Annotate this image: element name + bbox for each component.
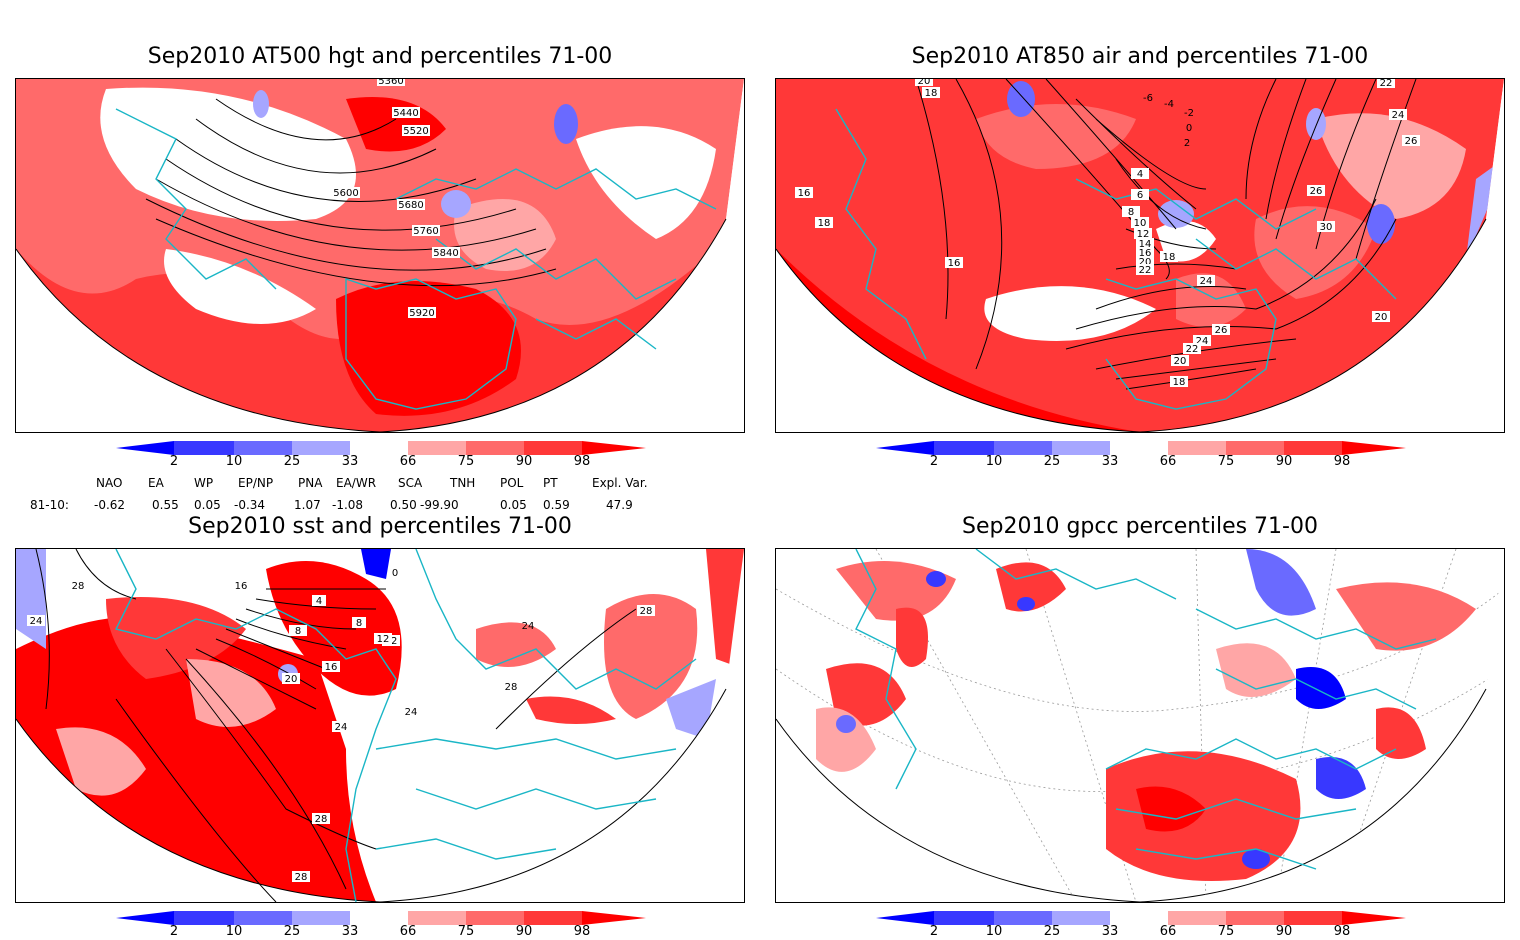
index-row-label: 81-10: <box>30 498 69 512</box>
svg-text:5680: 5680 <box>398 200 423 211</box>
svg-text:18: 18 <box>1173 377 1186 388</box>
index-value: 1.07 <box>294 498 321 512</box>
index-value: -0.34 <box>234 498 266 512</box>
svg-text:12: 12 <box>377 634 390 645</box>
svg-text:6: 6 <box>1137 190 1143 201</box>
svg-text:4: 4 <box>1137 169 1143 180</box>
index-header: POL <box>500 476 524 490</box>
index-value: 0.55 <box>152 498 179 512</box>
svg-text:20: 20 <box>1375 312 1388 323</box>
index-value: 0.05 <box>194 498 221 512</box>
svg-text:5600: 5600 <box>333 188 358 199</box>
svg-text:28: 28 <box>640 606 653 617</box>
svg-text:16: 16 <box>948 258 961 269</box>
panel-title-air: Sep2010 AT850 air and percentiles 71-00 <box>911 44 1369 69</box>
svg-text:18: 18 <box>925 88 938 99</box>
svg-text:-2: -2 <box>1184 108 1194 119</box>
svg-text:24: 24 <box>405 707 418 718</box>
svg-text:22: 22 <box>1139 265 1152 276</box>
svg-text:22: 22 <box>1186 344 1199 355</box>
svg-text:5360: 5360 <box>378 79 403 87</box>
svg-text:12: 12 <box>1137 229 1150 240</box>
index-value: 0.50 <box>390 498 417 512</box>
svg-text:24: 24 <box>335 722 348 733</box>
index-header: TNH <box>450 476 476 490</box>
colorbar-bottom-right: 2 10 25 33 66 75 90 98 <box>876 910 1406 940</box>
svg-text:18: 18 <box>1163 252 1176 263</box>
svg-text:24: 24 <box>1392 110 1405 121</box>
panel-title-hgt: Sep2010 AT500 hgt and percentiles 71-00 <box>147 44 613 69</box>
svg-text:5920: 5920 <box>409 308 434 319</box>
map-air: 20 18 -6 -4 -2 0 2 4 6 8 10 12 14 16 18 … <box>775 78 1505 433</box>
svg-text:16: 16 <box>325 662 338 673</box>
map-sst: 28 24 16 12 8 4 0 8 12 16 20 24 28 28 24… <box>15 548 745 903</box>
svg-text:5440: 5440 <box>393 108 418 119</box>
svg-text:4: 4 <box>316 596 322 607</box>
svg-text:24: 24 <box>522 621 535 632</box>
index-value: -1.08 <box>332 498 364 512</box>
svg-text:24: 24 <box>30 616 43 627</box>
svg-text:16: 16 <box>798 188 811 199</box>
svg-text:5520: 5520 <box>403 126 428 137</box>
panel-title-sst: Sep2010 sst and percentiles 71-00 <box>188 514 572 539</box>
svg-text:28: 28 <box>72 581 85 592</box>
index-value: -99.90 <box>420 498 459 512</box>
svg-text:28: 28 <box>505 682 518 693</box>
svg-text:-6: -6 <box>1143 93 1153 104</box>
svg-text:30: 30 <box>1320 222 1333 233</box>
svg-text:20: 20 <box>1174 356 1187 367</box>
index-value: 0.59 <box>543 498 570 512</box>
svg-text:14: 14 <box>1139 239 1152 250</box>
index-value: 47.9 <box>606 498 633 512</box>
index-header: PNA <box>298 476 323 490</box>
svg-text:-4: -4 <box>1164 99 1174 110</box>
svg-text:10: 10 <box>1134 218 1147 229</box>
index-header: NAO <box>96 476 123 490</box>
index-header: PT <box>543 476 558 490</box>
svg-text:20: 20 <box>918 79 931 87</box>
svg-text:22: 22 <box>1380 79 1393 89</box>
index-header: EP/NP <box>238 476 274 490</box>
svg-text:18: 18 <box>818 218 831 229</box>
index-value: 0.05 <box>500 498 527 512</box>
index-header: Expl. Var. <box>592 476 648 490</box>
svg-text:2: 2 <box>1184 138 1190 149</box>
index-header: SCA <box>398 476 423 490</box>
svg-text:26: 26 <box>1310 186 1323 197</box>
index-header: EA/WR <box>336 476 377 490</box>
colorbar-top-left: 2 10 25 33 66 75 90 98 <box>116 440 646 472</box>
map-gpcc <box>775 548 1505 903</box>
svg-text:5760: 5760 <box>413 226 438 237</box>
svg-text:0: 0 <box>392 568 398 579</box>
svg-text:26: 26 <box>1405 136 1418 147</box>
svg-text:16: 16 <box>1139 248 1152 259</box>
svg-text:26: 26 <box>1215 325 1228 336</box>
svg-text:16: 16 <box>235 581 248 592</box>
index-header: EA <box>148 476 164 490</box>
svg-text:0: 0 <box>1186 123 1192 134</box>
svg-text:8: 8 <box>1128 207 1134 218</box>
svg-text:24: 24 <box>1200 276 1213 287</box>
panel-title-gpcc: Sep2010 gpcc percentiles 71-00 <box>962 514 1318 539</box>
map-hgt: 5360 5440 5520 5600 5680 5760 5840 5920 <box>15 78 745 433</box>
svg-text:20: 20 <box>1139 257 1152 268</box>
svg-text:5840: 5840 <box>433 248 458 259</box>
svg-text:24: 24 <box>1196 336 1209 347</box>
svg-text:8: 8 <box>295 626 301 637</box>
index-header: WP <box>194 476 214 490</box>
colorbar-top-right: 2 10 25 33 66 75 90 98 <box>876 440 1406 472</box>
index-value: -0.62 <box>94 498 126 512</box>
svg-text:28: 28 <box>295 872 308 883</box>
svg-text:20: 20 <box>285 674 298 685</box>
svg-text:28: 28 <box>315 814 328 825</box>
colorbar-bottom-left: 2 10 25 33 66 75 90 98 <box>116 910 646 940</box>
svg-text:8: 8 <box>356 618 362 629</box>
